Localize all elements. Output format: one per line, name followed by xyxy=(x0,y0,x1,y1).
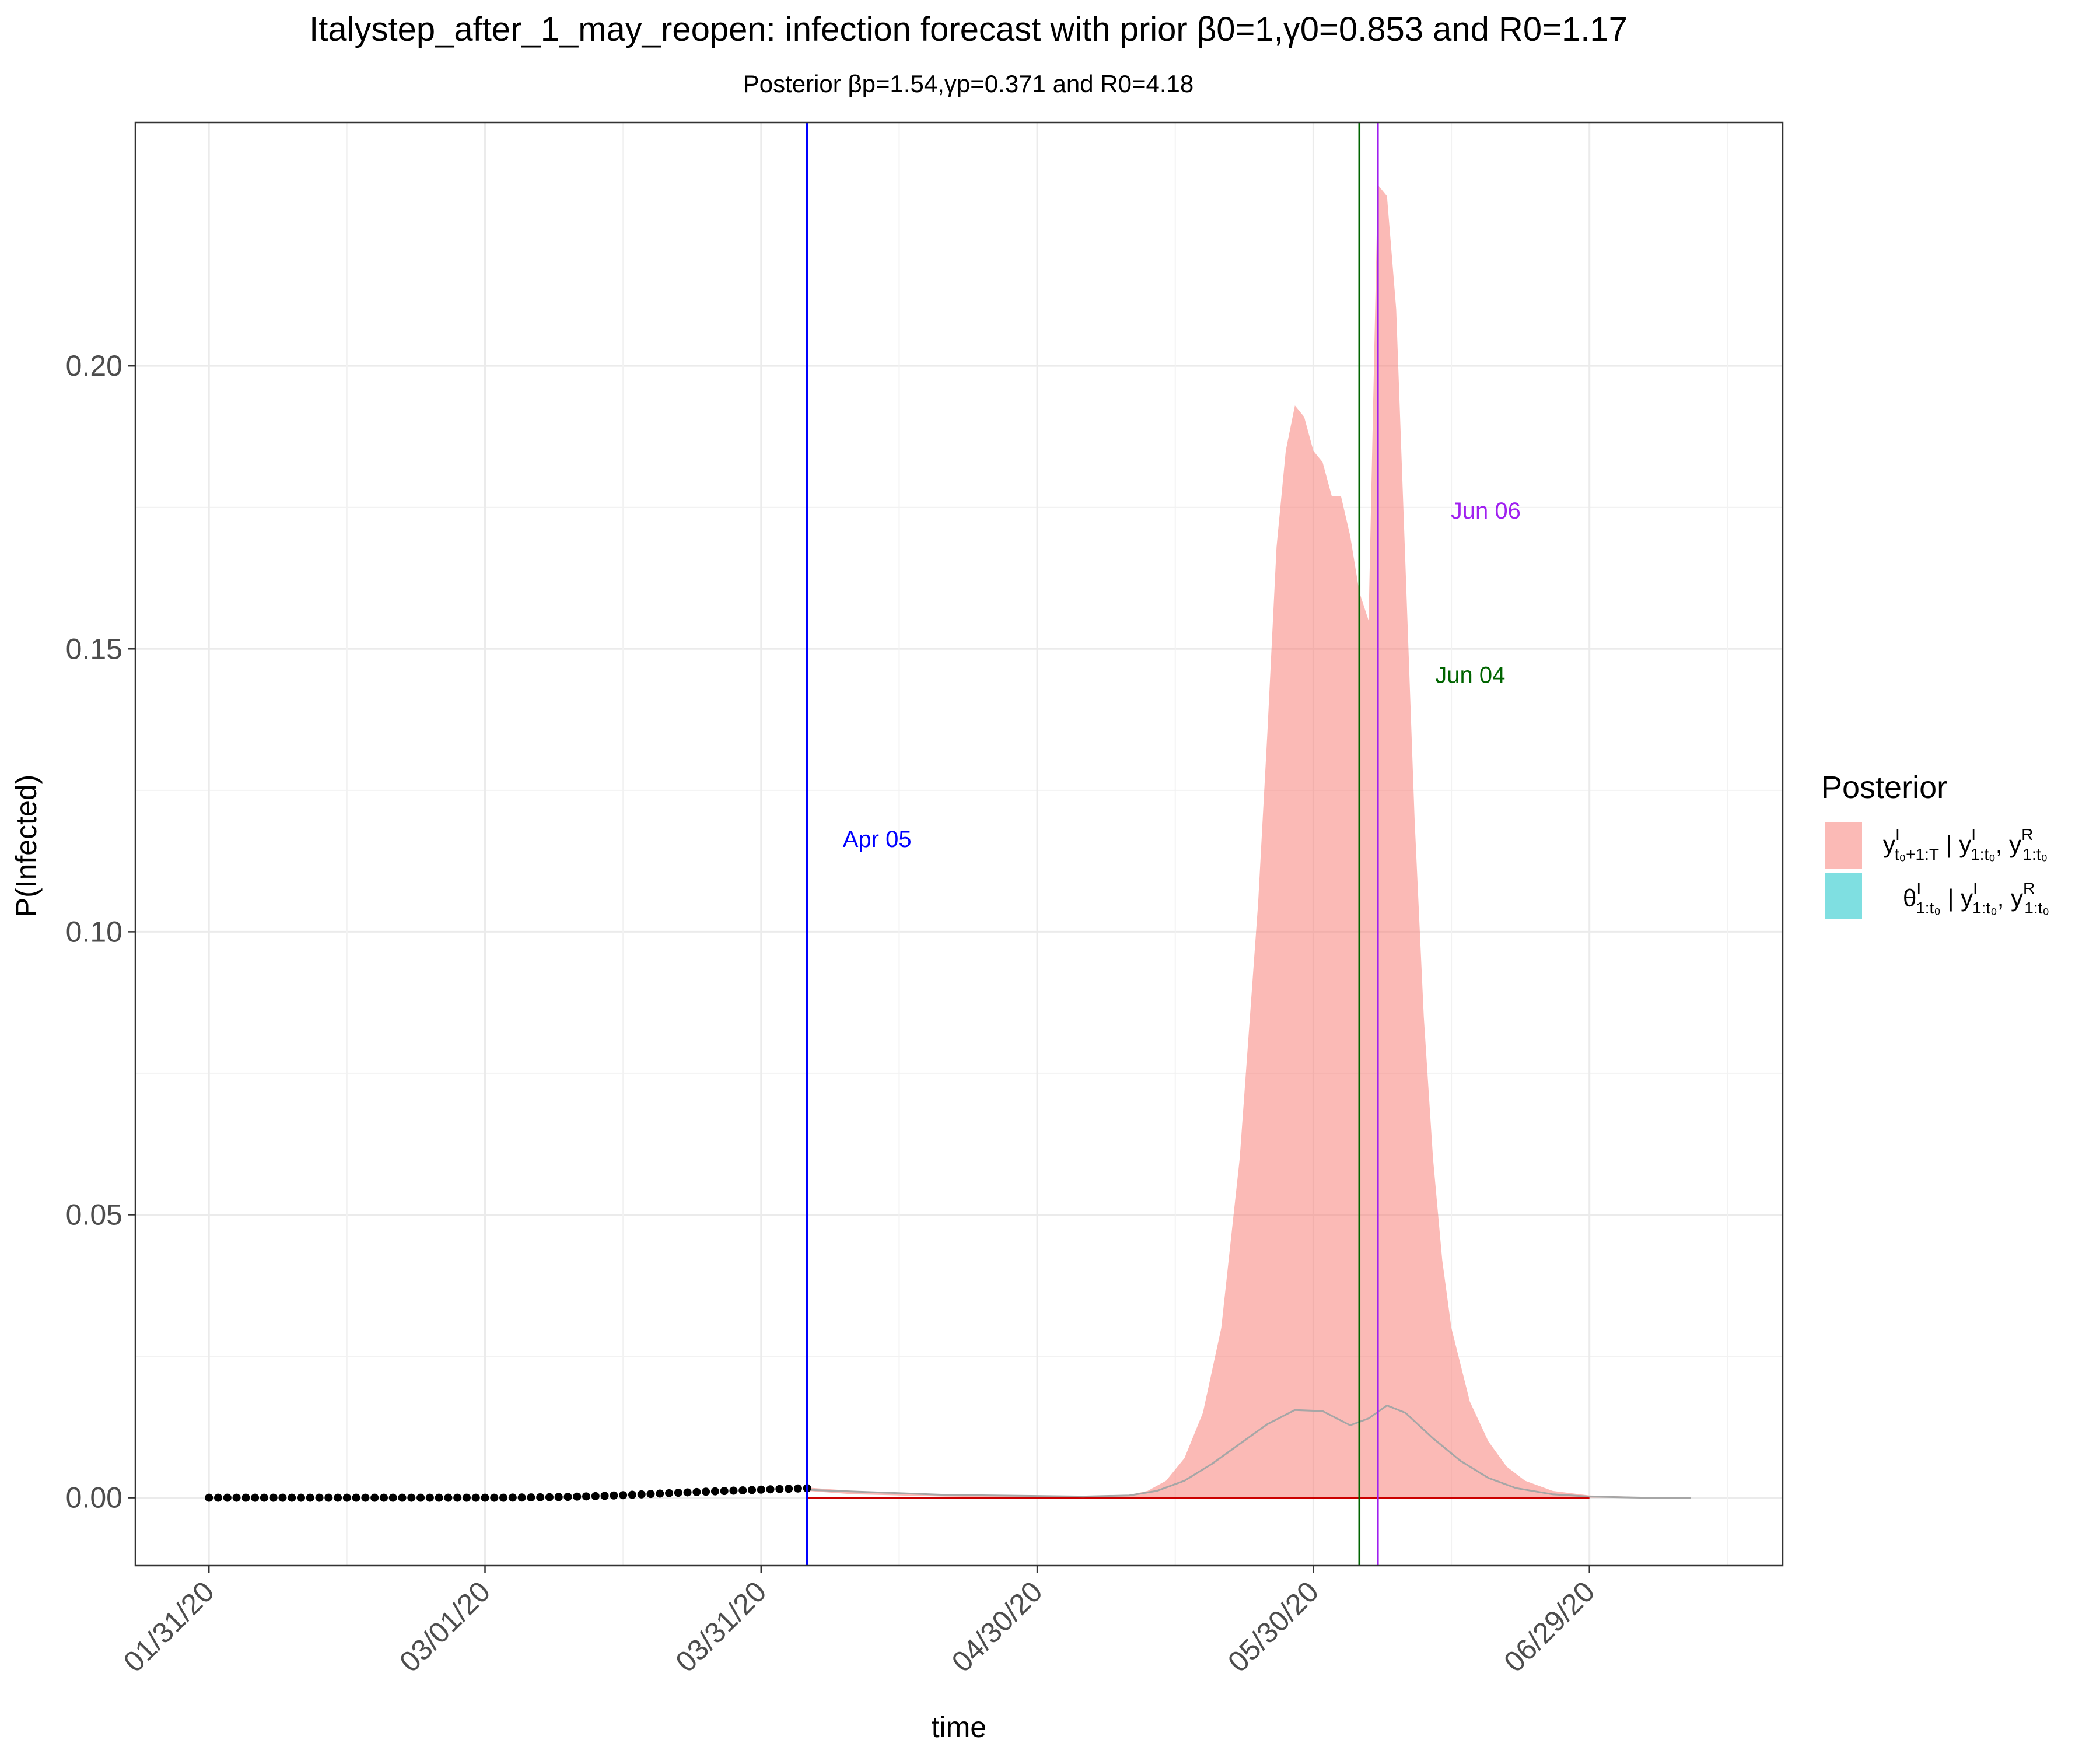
observed-point xyxy=(665,1489,674,1497)
observed-point xyxy=(398,1493,407,1502)
mean-line xyxy=(807,1404,1691,1499)
observed-point xyxy=(407,1493,416,1502)
observed-point xyxy=(785,1485,793,1493)
observed-point xyxy=(710,1487,719,1496)
observed-point xyxy=(462,1493,471,1502)
observed-point xyxy=(656,1489,664,1498)
observed-point xyxy=(646,1490,655,1499)
y-tick-label: 0.05 xyxy=(66,1198,123,1231)
annotation-apr-05: Apr 05 xyxy=(843,827,912,852)
chart-subtitle: Posterior βp=1.54,γp=0.371 and R0=4.18 xyxy=(743,70,1194,97)
observed-point xyxy=(683,1488,692,1497)
observed-point xyxy=(435,1493,443,1502)
observed-point xyxy=(610,1491,618,1500)
plot-border xyxy=(134,121,1784,1567)
observed-point xyxy=(536,1493,545,1502)
observed-point xyxy=(573,1492,582,1501)
observed-point xyxy=(748,1486,757,1494)
observed-point xyxy=(342,1493,351,1502)
y-tick-label: 0.10 xyxy=(66,915,123,948)
y-axis: 0.00 0.05 0.10 0.15 0.20 xyxy=(66,349,135,1514)
annotations: Apr 05 Jun 04 Jun 06 xyxy=(843,498,1521,852)
y-axis-title: P(Infected) xyxy=(10,775,43,918)
observed-point xyxy=(379,1493,388,1502)
observed-point xyxy=(288,1493,296,1502)
plot-panel xyxy=(135,123,1783,1566)
observed-point xyxy=(223,1493,232,1502)
observed-point xyxy=(738,1486,747,1494)
observed-point xyxy=(591,1492,600,1500)
y-tick-label: 0.00 xyxy=(66,1482,123,1514)
observed-point xyxy=(324,1493,333,1502)
observed-point xyxy=(453,1493,462,1502)
chart-marks xyxy=(205,123,1691,1566)
observed-point xyxy=(517,1493,526,1502)
observed-point xyxy=(205,1493,214,1502)
y-tick-label: 0.15 xyxy=(66,632,123,665)
observed-point xyxy=(425,1493,434,1502)
annotation-jun-04: Jun 04 xyxy=(1435,662,1505,688)
observed-point xyxy=(416,1493,425,1502)
observed-point xyxy=(582,1492,591,1501)
y-tick-label: 0.20 xyxy=(66,349,123,382)
observed-point xyxy=(471,1493,480,1502)
observed-point xyxy=(564,1493,572,1502)
observed-point xyxy=(490,1493,499,1502)
observed-point xyxy=(306,1493,314,1502)
legend-title: Posterior xyxy=(1821,770,1947,805)
observed-point xyxy=(260,1493,268,1502)
observed-point xyxy=(720,1487,729,1496)
observed-point xyxy=(481,1493,489,1502)
annotation-jun-06: Jun 06 xyxy=(1451,498,1521,524)
observed-point xyxy=(619,1491,628,1500)
legend-label-forecast: yI t₀+1:T | yI 1:t₀, yR 1:t₀ xyxy=(1883,825,2048,863)
observed-point xyxy=(793,1484,802,1493)
observed-point xyxy=(637,1490,646,1499)
observed-point xyxy=(242,1493,250,1502)
observed-point xyxy=(296,1493,305,1502)
observed-point xyxy=(499,1493,508,1502)
observed-point xyxy=(444,1493,453,1502)
legend-key-posterior xyxy=(1825,873,1862,919)
observed-point xyxy=(527,1493,536,1502)
x-axis-title: time xyxy=(932,1711,986,1744)
observed-point xyxy=(674,1489,682,1497)
observed-point xyxy=(508,1493,517,1502)
observed-point xyxy=(251,1493,260,1502)
observed-point xyxy=(729,1486,738,1495)
observed-point xyxy=(214,1493,222,1502)
observed-point xyxy=(370,1493,379,1502)
legend-key-forecast xyxy=(1825,822,1862,869)
observed-point xyxy=(269,1493,278,1502)
observed-point xyxy=(757,1485,765,1494)
observed-point xyxy=(766,1485,775,1494)
forecast-band xyxy=(807,184,1691,1498)
observed-point xyxy=(278,1493,287,1502)
chart-title: Italystep_after_1_may_reopen: infection … xyxy=(309,10,1628,48)
observed-point xyxy=(361,1493,370,1502)
observed-point xyxy=(628,1490,636,1499)
observed-point xyxy=(554,1493,563,1502)
observed-point xyxy=(232,1493,241,1502)
observed-point xyxy=(334,1493,342,1502)
observed-point xyxy=(352,1493,360,1502)
observed-point xyxy=(702,1488,710,1496)
observed-point xyxy=(315,1493,324,1502)
observed-point xyxy=(775,1485,784,1493)
observed-point xyxy=(388,1493,397,1502)
observed-point xyxy=(692,1488,701,1496)
observed-point xyxy=(600,1492,609,1500)
observed-point xyxy=(545,1493,554,1502)
